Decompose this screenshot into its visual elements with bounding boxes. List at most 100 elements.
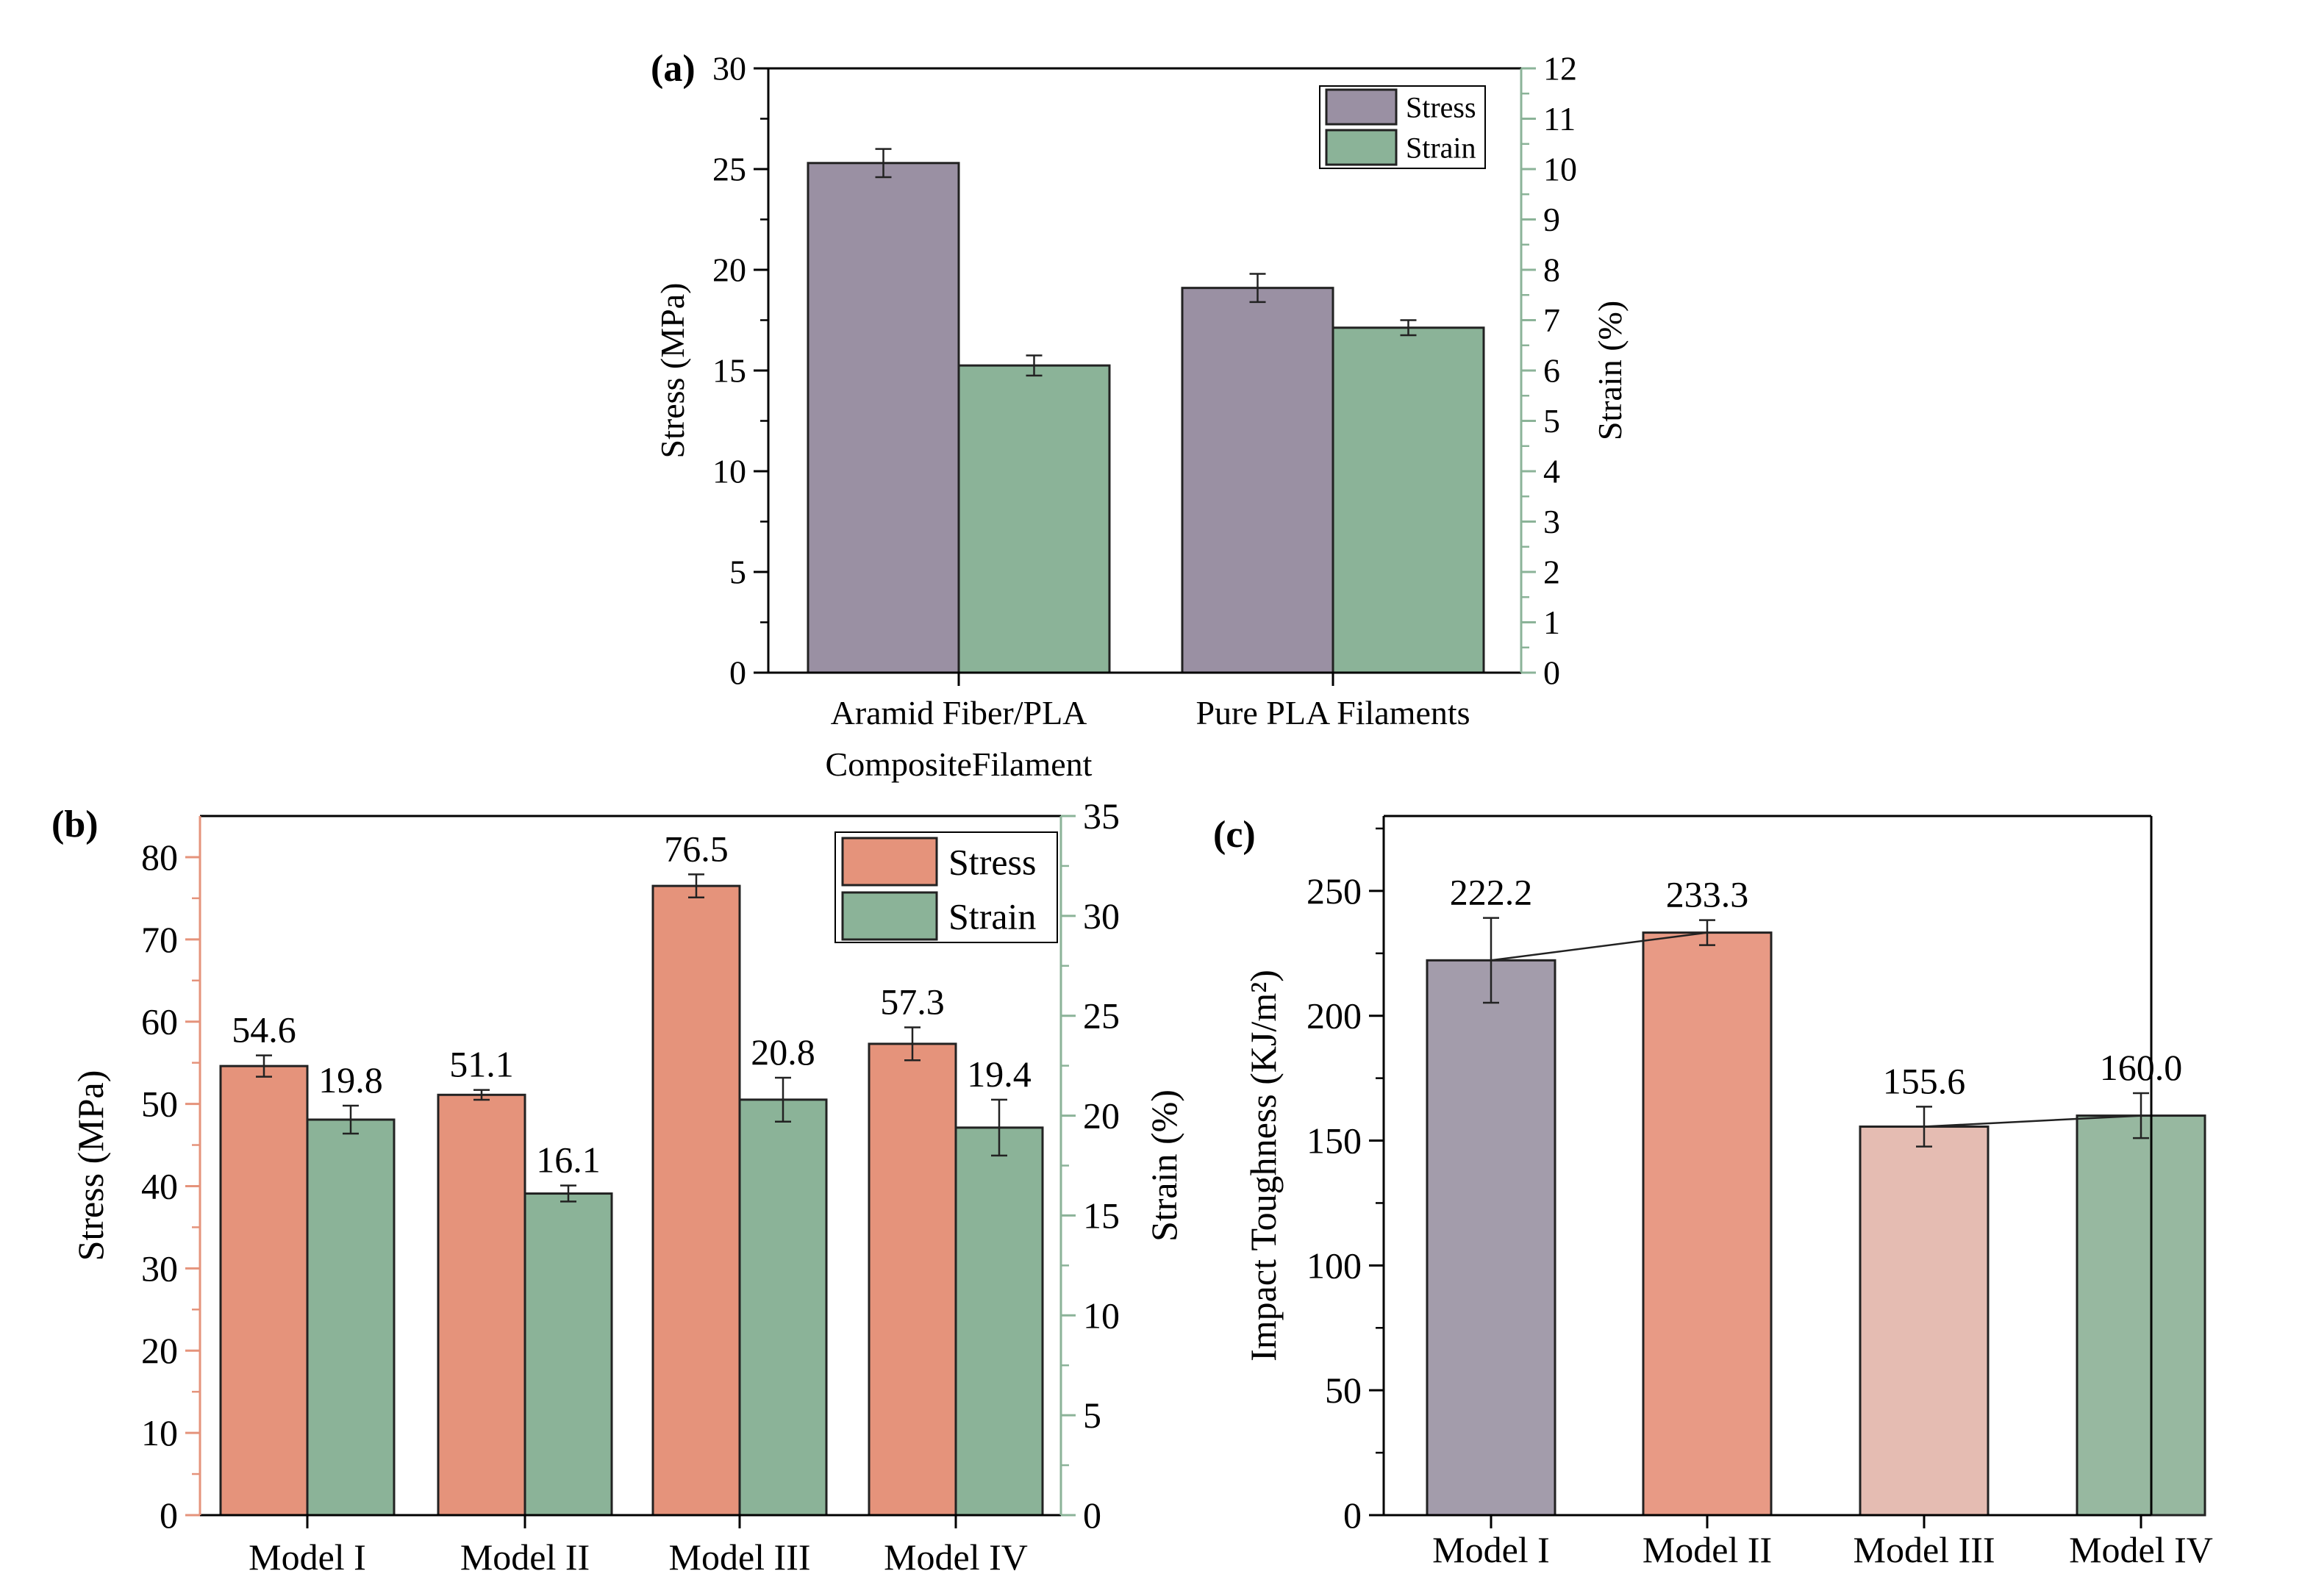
bar-stress-model-iv [868,1042,957,1517]
y-tick-label: 80 [141,837,178,878]
bar-strain-model-i [306,1118,396,1517]
bar-model-i [1426,959,1556,1517]
y2-axis-title: Strain (%) [1143,1089,1184,1242]
x-tick-label: CompositeFilament [826,745,1093,783]
y-tick-label: 60 [141,1001,178,1042]
y-tick-label: 15 [712,352,746,390]
x-tick-label: Model II [1643,1529,1772,1570]
y-tick-label: 10 [712,453,746,490]
y-tick-label: 150 [1307,1120,1362,1162]
x-tick-label: Model IV [884,1536,1028,1578]
y-tick-label: 0 [729,654,746,692]
y-tick-label: 20 [141,1330,178,1371]
data-label: 51.1 [449,1044,514,1085]
data-label: 57.3 [880,981,945,1023]
x-tick-label: Model I [1432,1529,1550,1570]
data-label: 54.6 [232,1009,296,1051]
legend: Stress Strain [1319,85,1486,169]
y2-tick-label: 0 [1543,654,1560,692]
y2-tick-label: 15 [1083,1195,1120,1236]
y-tick-label: 10 [141,1412,178,1453]
data-label: 233.3 [1666,874,1749,915]
bar-stress-model-iii [651,884,741,1517]
y-tick-label: 20 [712,251,746,289]
x-tick-label: Model II [460,1536,590,1578]
x-tick-label: Model IV [2069,1529,2213,1570]
y2-tick-label: 3 [1543,503,1560,540]
y-tick-label: 0 [1343,1495,1362,1536]
legend-swatch-stress [1325,88,1398,126]
y2-tick-label: 30 [1083,895,1120,937]
panel-label: (c) [1213,814,1256,856]
bar-strain-model-ii [523,1192,613,1517]
bar-model-iv [2076,1114,2206,1517]
y2-tick-label: 6 [1543,352,1560,390]
y-tick-label: 5 [729,554,746,591]
panel-label: (a) [651,48,696,90]
panel-c-impact-toughness: (c) 222.2 233.3 155.6 160.0 0 50 100 150 200 250 Mo… [1213,814,2213,1570]
y2-tick-label: 1 [1543,604,1560,641]
legend: Stress Strain [834,831,1058,943]
legend-label-stress: Stress [948,842,1036,883]
legend-swatch-stress [841,837,938,887]
y-axis-title: Stress (MPa) [70,1070,111,1262]
data-label: 222.2 [1450,872,1533,913]
y2-tick-label: 25 [1083,995,1120,1037]
legend-swatch-strain [841,891,938,941]
legend-swatch-strain [1325,129,1398,166]
data-label: 20.8 [751,1031,815,1073]
y-tick-label: 100 [1307,1245,1362,1286]
y-axis-title: Impact Toughness (KJ/m²) [1243,970,1284,1361]
y2-tick-label: 35 [1083,795,1120,837]
y-tick-label: 50 [1325,1370,1362,1411]
bar-model-ii [1642,931,1773,1517]
bar-stress-aramid-fiber-pla-compositefilament [807,162,960,674]
legend-label-strain: Strain [948,896,1036,937]
x-tick-label: Aramid Fiber/PLA [831,694,1087,731]
legend-label-stress: Stress [1406,91,1476,124]
data-label: 16.1 [536,1139,601,1181]
x-tick-label: Model III [1854,1529,1995,1570]
bar-stress-model-i [219,1064,309,1517]
y2-tick-label: 7 [1543,301,1560,339]
y2-tick-label: 5 [1543,402,1560,440]
y2-tick-label: 8 [1543,251,1560,289]
data-label: 19.4 [967,1053,1032,1095]
data-label: 160.0 [2100,1047,2183,1088]
bar-stress-model-ii [437,1093,526,1517]
y-tick-label: 0 [160,1495,178,1536]
bar-strain-aramid-fiber-pla-compositefilament [957,364,1111,674]
y-tick-label: 25 [712,151,746,188]
y2-tick-label: 10 [1543,151,1577,188]
y-tick-label: 70 [141,919,178,960]
y2-tick-label: 5 [1083,1395,1101,1436]
y2-tick-label: 9 [1543,201,1560,238]
y2-tick-label: 11 [1543,100,1576,137]
y2-tick-label: 4 [1543,453,1560,490]
data-label: 19.8 [318,1059,383,1101]
trend-connector [1490,931,1708,962]
panel-label: (b) [51,804,99,845]
trend-connector [1923,1114,2142,1128]
y2-axis-title: Strain (%) [1591,301,1629,440]
x-tick-label: Model I [249,1536,366,1578]
y2-tick-label: 12 [1543,50,1577,87]
bar-stress-pure-pla-filaments [1181,287,1334,674]
bar-strain-model-iii [738,1098,828,1517]
panel-b-stress-strain-models: (b) 54.6 51.1 76.5 57.3 19.8 16.1 20.8 19.4 0 10 20… [51,795,1184,1578]
y-axis-title: Stress (MPa) [654,283,691,459]
bar-strain-model-iv [954,1126,1044,1517]
y2-tick-label: 2 [1543,554,1560,591]
x-tick-label: Pure PLA Filaments [1195,694,1470,731]
y-tick-label: 200 [1307,995,1362,1037]
y-tick-label: 250 [1307,870,1362,912]
bar-model-iii [1859,1126,1990,1517]
y-tick-label: 50 [141,1084,178,1125]
y-tick-label: 40 [141,1165,178,1206]
y2-tick-label: 20 [1083,1095,1120,1137]
y-tick-label: 30 [141,1248,178,1289]
data-label: 76.5 [664,828,729,869]
legend-label-strain: Strain [1406,132,1476,165]
